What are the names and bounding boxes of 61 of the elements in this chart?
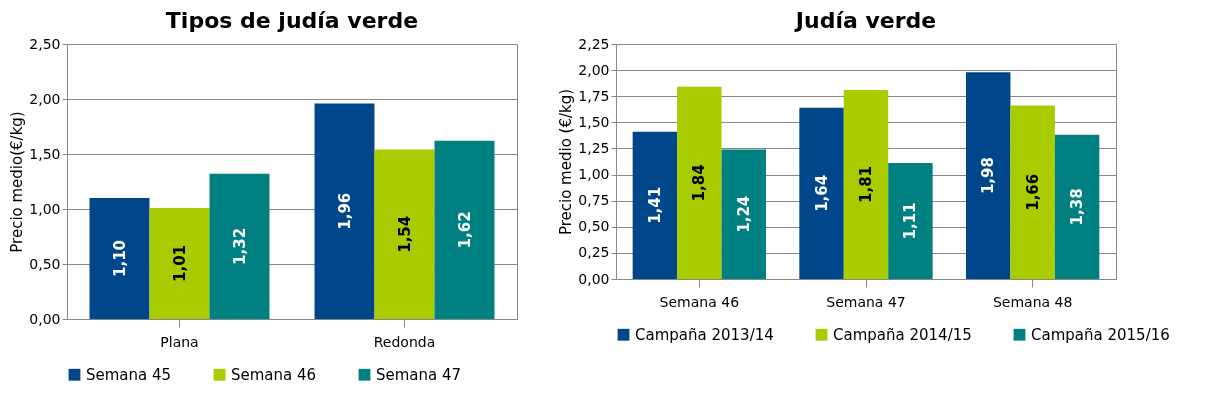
data-label: 1,24 bbox=[734, 195, 753, 233]
data-label: 1,01 bbox=[170, 244, 189, 282]
y-tick-label: 0,50 bbox=[29, 255, 61, 272]
bar bbox=[314, 103, 375, 319]
y-axis-title: Precio medio(€/kg) bbox=[8, 111, 27, 253]
bar bbox=[374, 149, 435, 319]
y-tick-label: 0,50 bbox=[578, 218, 610, 235]
chart-title: Judía verde bbox=[793, 8, 937, 33]
x-tick-label: Redonda bbox=[373, 333, 436, 350]
data-label: 1,10 bbox=[110, 239, 129, 278]
data-label: 1,81 bbox=[857, 165, 875, 203]
data-label: 1,96 bbox=[335, 192, 354, 230]
y-tick-label: 0,00 bbox=[578, 270, 610, 287]
bar bbox=[209, 173, 270, 319]
bar bbox=[966, 72, 1011, 279]
x-tick-label: Plana bbox=[160, 333, 199, 350]
chart-title: Tipos de judía verde bbox=[165, 8, 419, 33]
y-tick-label: 1,00 bbox=[29, 200, 61, 217]
bar bbox=[843, 89, 889, 279]
bar bbox=[799, 107, 844, 279]
y-tick-label: 1,00 bbox=[578, 166, 610, 183]
legend-label: Campaña 2014/15 bbox=[833, 325, 972, 344]
bar bbox=[1054, 134, 1100, 279]
y-tick-label: 1,75 bbox=[578, 87, 610, 104]
y-tick-label: 2,00 bbox=[578, 61, 610, 78]
y-tick-label: 2,50 bbox=[29, 35, 61, 52]
x-tick-label: Semana 48 bbox=[992, 293, 1073, 310]
data-label: 1,54 bbox=[395, 215, 414, 253]
legend-label: Semana 45 bbox=[86, 365, 172, 384]
data-label: 1,64 bbox=[812, 174, 831, 212]
legend-label: Campaña 2013/14 bbox=[635, 325, 774, 344]
y-tick-label: 2,00 bbox=[29, 90, 61, 107]
y-tick-label: 0,00 bbox=[29, 310, 61, 327]
data-label: 1,84 bbox=[690, 164, 709, 202]
data-label: 1,66 bbox=[1023, 173, 1042, 211]
y-tick-label: 0,75 bbox=[578, 192, 610, 209]
bar bbox=[149, 207, 210, 319]
y-tick-label: 1,50 bbox=[29, 145, 61, 162]
legend-label: Campaña 2015/16 bbox=[1031, 325, 1170, 344]
data-label: 1,41 bbox=[645, 186, 664, 224]
y-tick-label: 1,25 bbox=[578, 139, 610, 156]
x-tick-label: Semana 46 bbox=[659, 293, 740, 310]
data-label: 1,32 bbox=[230, 227, 249, 265]
bar bbox=[677, 86, 722, 279]
data-label: 1,98 bbox=[979, 157, 998, 195]
data-label: 1,38 bbox=[1068, 188, 1087, 226]
legend-label: Semana 47 bbox=[376, 365, 462, 384]
bar bbox=[89, 198, 150, 319]
legend-label: Semana 46 bbox=[231, 365, 317, 384]
x-tick-label: Semana 47 bbox=[826, 293, 906, 310]
data-label: 1,11 bbox=[901, 202, 920, 240]
y-tick-label: 1,50 bbox=[578, 113, 610, 130]
y-tick-label: 0,25 bbox=[578, 244, 610, 261]
data-label: 1,62 bbox=[455, 211, 474, 249]
bar bbox=[434, 140, 495, 319]
bar bbox=[888, 163, 933, 279]
bar bbox=[632, 131, 678, 279]
bar bbox=[1010, 105, 1055, 279]
bar bbox=[721, 149, 766, 279]
y-axis-title: Precio medio (€/kg) bbox=[557, 88, 576, 236]
y-tick-label: 2,25 bbox=[578, 35, 610, 52]
